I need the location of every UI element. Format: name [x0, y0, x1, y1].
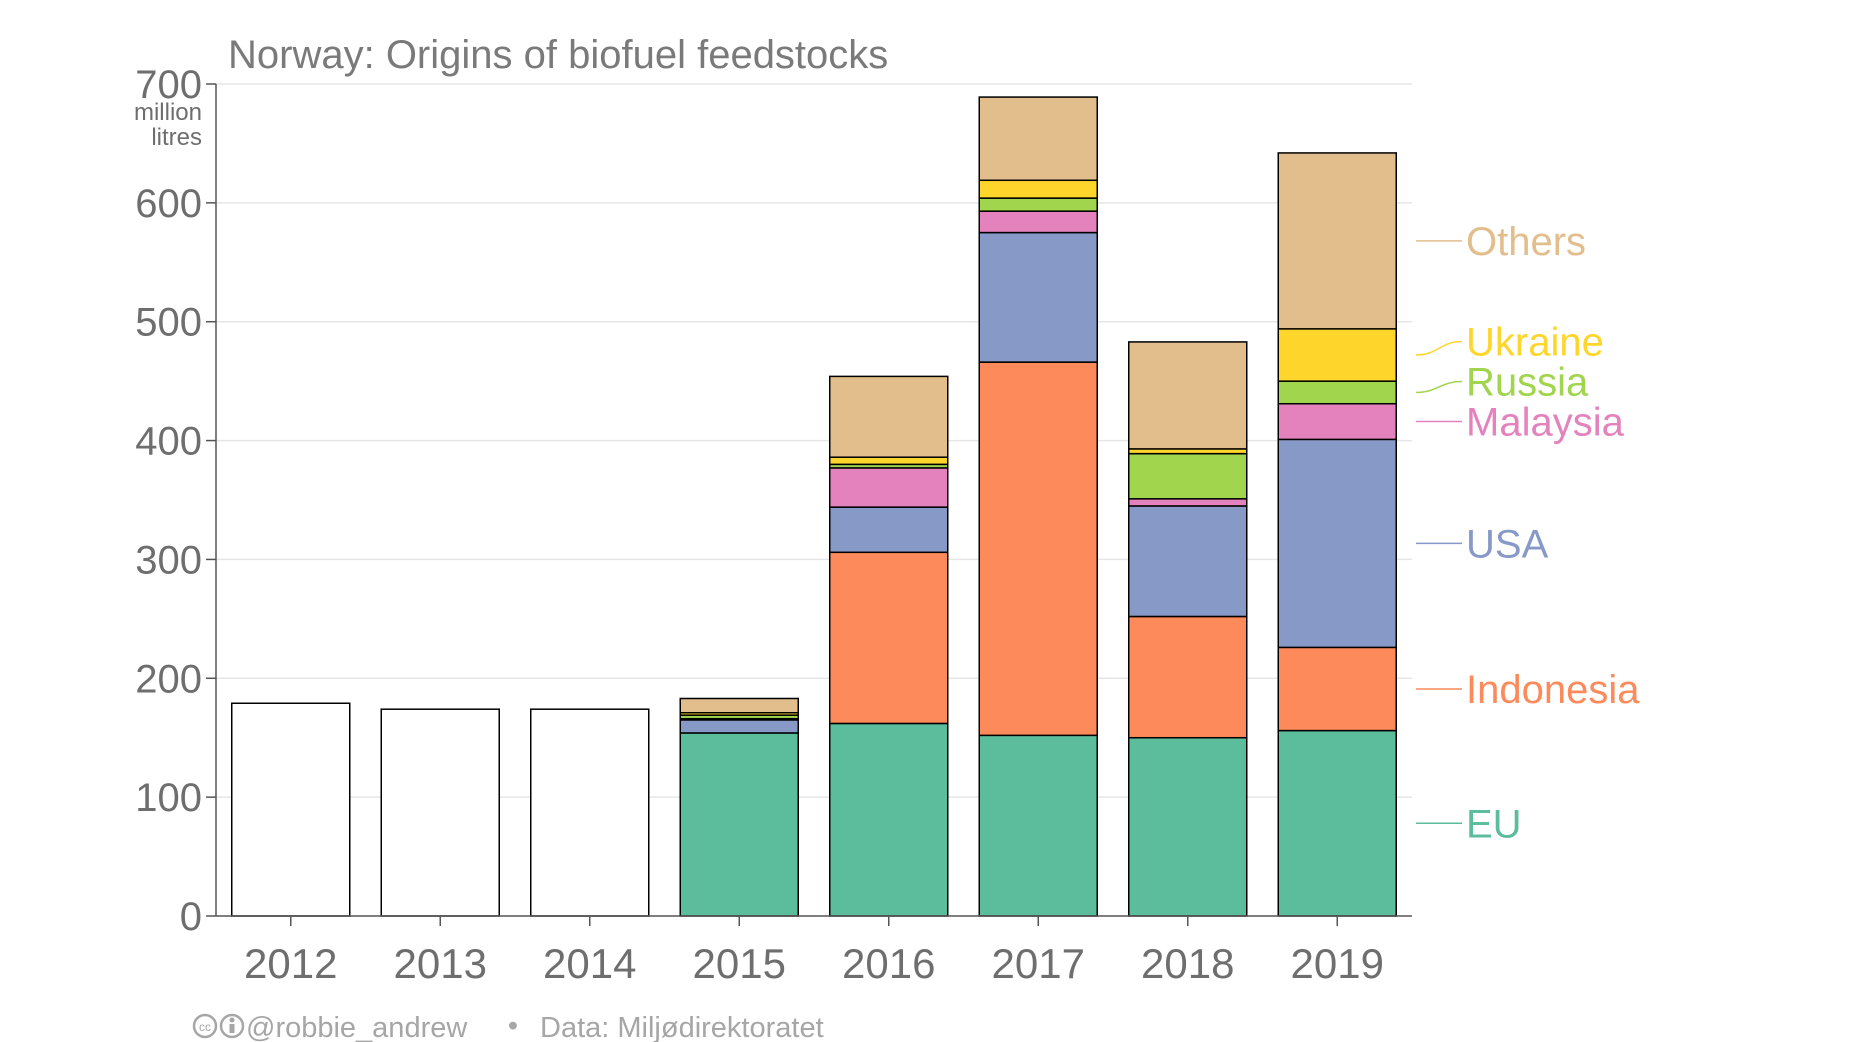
- bar-segment-indonesia-2019: [1277, 646, 1397, 732]
- x-tick-label: 2016: [842, 940, 935, 987]
- legend-label-indonesia: Indonesia: [1466, 668, 1640, 712]
- bar-total-2013: [380, 708, 500, 917]
- x-axis-ticks: 2012 2013 2014 2015 2016 2017 2018 2019: [244, 916, 1384, 987]
- y-tick-label: 200: [135, 657, 202, 701]
- x-tick-label: 2019: [1291, 940, 1384, 987]
- legend-label-russia: Russia: [1466, 361, 1589, 405]
- footer-source: Data: Miljødirektoratet: [540, 1012, 824, 1042]
- bar-segment-eu-2017: [978, 734, 1098, 917]
- footer: cc @robbie_andrew • Data: Miljødirektora…: [192, 1010, 824, 1042]
- bar-segment-indonesia-2018: [1128, 615, 1248, 739]
- x-tick-label: 2014: [543, 940, 636, 987]
- bar-segment-indonesia-2016: [829, 551, 949, 725]
- bar-segment-russia-2018: [1128, 452, 1248, 500]
- svg-text:cc: cc: [199, 1020, 211, 1034]
- legend-label-malaysia: Malaysia: [1466, 401, 1625, 445]
- y-tick-label: 600: [135, 182, 202, 226]
- legend-label-others: Others: [1466, 220, 1586, 264]
- bar-segment-usa-2016: [829, 506, 949, 554]
- bar-segment-ukraine-2016: [829, 456, 949, 466]
- bar-segment-russia-2019: [1277, 380, 1397, 405]
- bar-segment-eu-2016: [829, 722, 949, 917]
- bar-segment-indonesia-2017: [978, 361, 1098, 737]
- bar-total-2012: [231, 702, 351, 917]
- chart-title: Norway: Origins of biofuel feedstocks: [228, 33, 888, 77]
- bar-segment-others-2015: [679, 697, 799, 714]
- bar-segment-malaysia-2019: [1277, 402, 1397, 441]
- bar-segment-malaysia-2017: [978, 210, 1098, 234]
- y-tick-label: 300: [135, 538, 202, 582]
- x-tick-label: 2017: [992, 940, 1085, 987]
- bar-segment-usa-2015: [679, 719, 799, 734]
- bar-total-2014: [530, 708, 650, 917]
- bar-segment-usa-2019: [1277, 438, 1397, 649]
- legend-leader-ukraine: [1415, 340, 1463, 356]
- attribution-icon: [219, 1013, 245, 1039]
- axes: [215, 84, 1412, 917]
- x-tick-label: 2018: [1141, 940, 1234, 987]
- y-tick-label: 0: [180, 895, 202, 939]
- bar-segment-others-2017: [978, 96, 1098, 182]
- bar-segment-ukraine-2019: [1277, 328, 1397, 382]
- y-axis-ticks: 0 100 200 300 400 500 600 700: [135, 63, 216, 939]
- y-unit-line-1: million: [134, 99, 202, 126]
- bar-segment-malaysia-2018: [1128, 498, 1248, 507]
- bar-segment-usa-2017: [978, 231, 1098, 363]
- bar-segment-eu-2019: [1277, 729, 1397, 917]
- y-unit-line-2: litres: [151, 124, 202, 151]
- y-tick-label: 100: [135, 776, 202, 820]
- bar-segment-eu-2018: [1128, 736, 1248, 917]
- footer-credit: @robbie_andrew: [246, 1012, 468, 1042]
- footer-separator: •: [508, 1010, 518, 1042]
- bar-segment-malaysia-2016: [829, 467, 949, 508]
- legend-label-ukraine: Ukraine: [1466, 321, 1604, 365]
- x-tick-label: 2012: [244, 940, 337, 987]
- cc-license-icon: cc: [192, 1013, 218, 1039]
- x-tick-label: 2013: [394, 940, 487, 987]
- y-tick-label: 400: [135, 420, 202, 464]
- bar-segment-usa-2018: [1128, 505, 1248, 618]
- legend-label-usa: USA: [1466, 522, 1549, 566]
- y-tick-label: 500: [135, 301, 202, 345]
- bar-segment-russia-2017: [978, 197, 1098, 212]
- y-tick-label: 700: [135, 63, 202, 107]
- bars: [231, 96, 1397, 917]
- bar-segment-ukraine-2017: [978, 179, 1098, 199]
- bar-segment-eu-2015: [679, 732, 799, 917]
- legend-leader-russia: [1415, 380, 1463, 394]
- bar-segment-others-2018: [1128, 341, 1248, 450]
- legend-label-eu: EU: [1466, 802, 1522, 846]
- bar-segment-others-2019: [1277, 152, 1397, 330]
- x-tick-label: 2015: [693, 940, 786, 987]
- bar-segment-others-2016: [829, 375, 949, 458]
